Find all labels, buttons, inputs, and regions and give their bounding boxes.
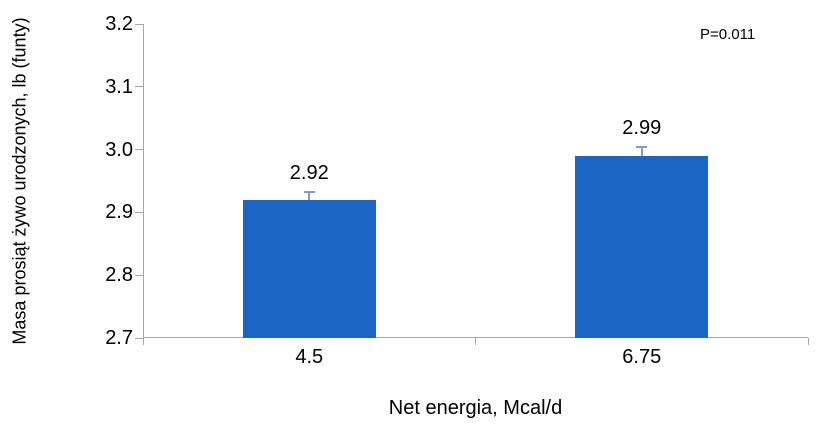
y-axis-tick bbox=[135, 274, 143, 276]
x-axis-line bbox=[143, 337, 808, 338]
y-axis-line bbox=[143, 24, 144, 338]
y-axis-tick bbox=[135, 23, 143, 25]
y-tick-label: 3.0 bbox=[105, 138, 133, 161]
x-axis-tick bbox=[142, 338, 144, 345]
p-value-annotation: P=0.011 bbox=[700, 26, 756, 43]
error-bar-whisker bbox=[640, 147, 643, 156]
y-tick-label: 2.8 bbox=[105, 264, 133, 287]
y-axis-tick bbox=[135, 149, 143, 151]
x-category-label: 4.5 bbox=[295, 346, 324, 368]
x-axis-title: Net energia, Mcal/d bbox=[388, 397, 563, 419]
bar-value-label: 2.99 bbox=[622, 117, 662, 140]
y-tick-label: 3.1 bbox=[105, 75, 133, 98]
data-bar bbox=[242, 199, 376, 338]
bar-value-label: 2.92 bbox=[289, 161, 329, 184]
data-bar bbox=[575, 155, 709, 338]
error-bar-cap bbox=[303, 190, 315, 193]
plot-area: 2.7 2.8 2.9 3.0 3.1 3.2 2.92 4.5 2.99 6.75 bbox=[105, 13, 809, 368]
y-axis-title: Masa prosiąt żywo urodzonych, lb (funty) bbox=[9, 17, 30, 345]
y-axis-tick bbox=[135, 211, 143, 213]
x-axis-tick bbox=[475, 338, 476, 345]
error-bar-whisker bbox=[308, 191, 311, 200]
y-axis-tick bbox=[135, 86, 143, 88]
error-bar-cap bbox=[636, 146, 648, 149]
x-category-label: 6.75 bbox=[622, 346, 662, 368]
y-tick-label: 2.7 bbox=[105, 327, 133, 349]
y-tick-label: 3.2 bbox=[105, 13, 133, 35]
y-axis-tick bbox=[135, 337, 143, 339]
y-tick-label: 2.9 bbox=[105, 201, 133, 224]
x-axis-tick bbox=[807, 338, 809, 345]
